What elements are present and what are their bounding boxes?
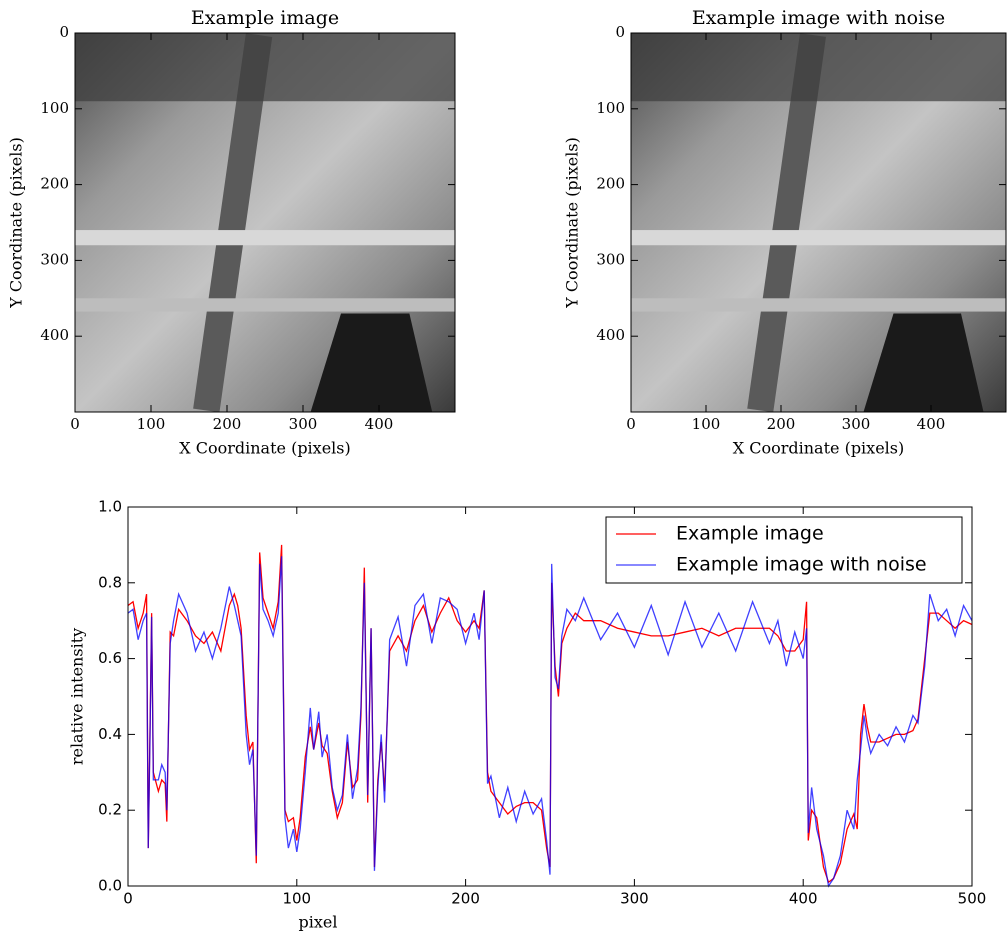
y-tick-label: 1.0 — [98, 498, 122, 516]
y-tick-label: 0.0 — [98, 877, 122, 895]
image-sail — [863, 313, 984, 412]
legend-label: Example image — [676, 523, 824, 545]
y-tick-label: 300 — [40, 250, 69, 268]
image-rail — [631, 230, 1006, 246]
y-tick-label: 0.8 — [98, 573, 122, 591]
x-tick-label: 300 — [289, 415, 318, 433]
y-tick-label: 0.2 — [98, 801, 122, 819]
y-tick-label: 0.4 — [98, 725, 122, 743]
x-tick-label: 400 — [789, 890, 818, 908]
y-axis-label: relative intensity — [68, 628, 87, 765]
x-tick-label: 100 — [137, 415, 166, 433]
y-tick-label: 200 — [596, 175, 625, 193]
y-axis-label: Y Coordinate (pixels) — [563, 137, 582, 309]
y-tick-label: 400 — [596, 326, 625, 344]
x-tick-label: 200 — [767, 415, 796, 433]
image-shore — [75, 33, 455, 102]
y-tick-label: 200 — [40, 175, 69, 193]
x-tick-label: 200 — [451, 890, 480, 908]
y-tick-label: 300 — [596, 250, 625, 268]
x-tick-label: 300 — [842, 415, 871, 433]
image-rail — [75, 230, 455, 246]
y-tick-label: 0 — [615, 23, 625, 41]
image-shore — [631, 33, 1006, 102]
image-sail — [310, 313, 433, 412]
image-mast — [747, 33, 826, 413]
legend-label: Example image with noise — [676, 554, 927, 576]
x-axis-label: X Coordinate (pixels) — [179, 439, 350, 458]
x-tick-label: 200 — [213, 415, 242, 433]
x-tick-label: 100 — [692, 415, 721, 433]
y-tick-label: 100 — [596, 99, 625, 117]
y-tick-label: 100 — [40, 99, 69, 117]
x-tick-label: 400 — [917, 415, 946, 433]
x-tick-label: 400 — [365, 415, 394, 433]
axes-frame — [127, 506, 973, 887]
axes-frame — [630, 32, 1007, 413]
axes-frame — [74, 32, 456, 413]
chart-title: Example image with noise — [692, 7, 945, 29]
x-tick-label: 300 — [620, 890, 649, 908]
x-tick-label: 500 — [958, 890, 987, 908]
image-mast — [193, 33, 273, 413]
image-rail — [75, 298, 455, 312]
x-tick-label: 0 — [70, 415, 80, 433]
x-axis-label: X Coordinate (pixels) — [733, 439, 904, 458]
y-tick-label: 0 — [59, 23, 69, 41]
chart-title: Example image — [191, 7, 339, 29]
x-tick-label: 100 — [282, 890, 311, 908]
x-tick-label: 0 — [626, 415, 636, 433]
y-tick-label: 0.6 — [98, 649, 122, 667]
legend-frame — [605, 516, 963, 584]
y-axis-label: Y Coordinate (pixels) — [7, 137, 26, 309]
y-tick-label: 400 — [40, 326, 69, 344]
x-tick-label: 0 — [123, 890, 133, 908]
x-axis-label: pixel — [299, 913, 338, 932]
image-rail — [631, 298, 1006, 312]
